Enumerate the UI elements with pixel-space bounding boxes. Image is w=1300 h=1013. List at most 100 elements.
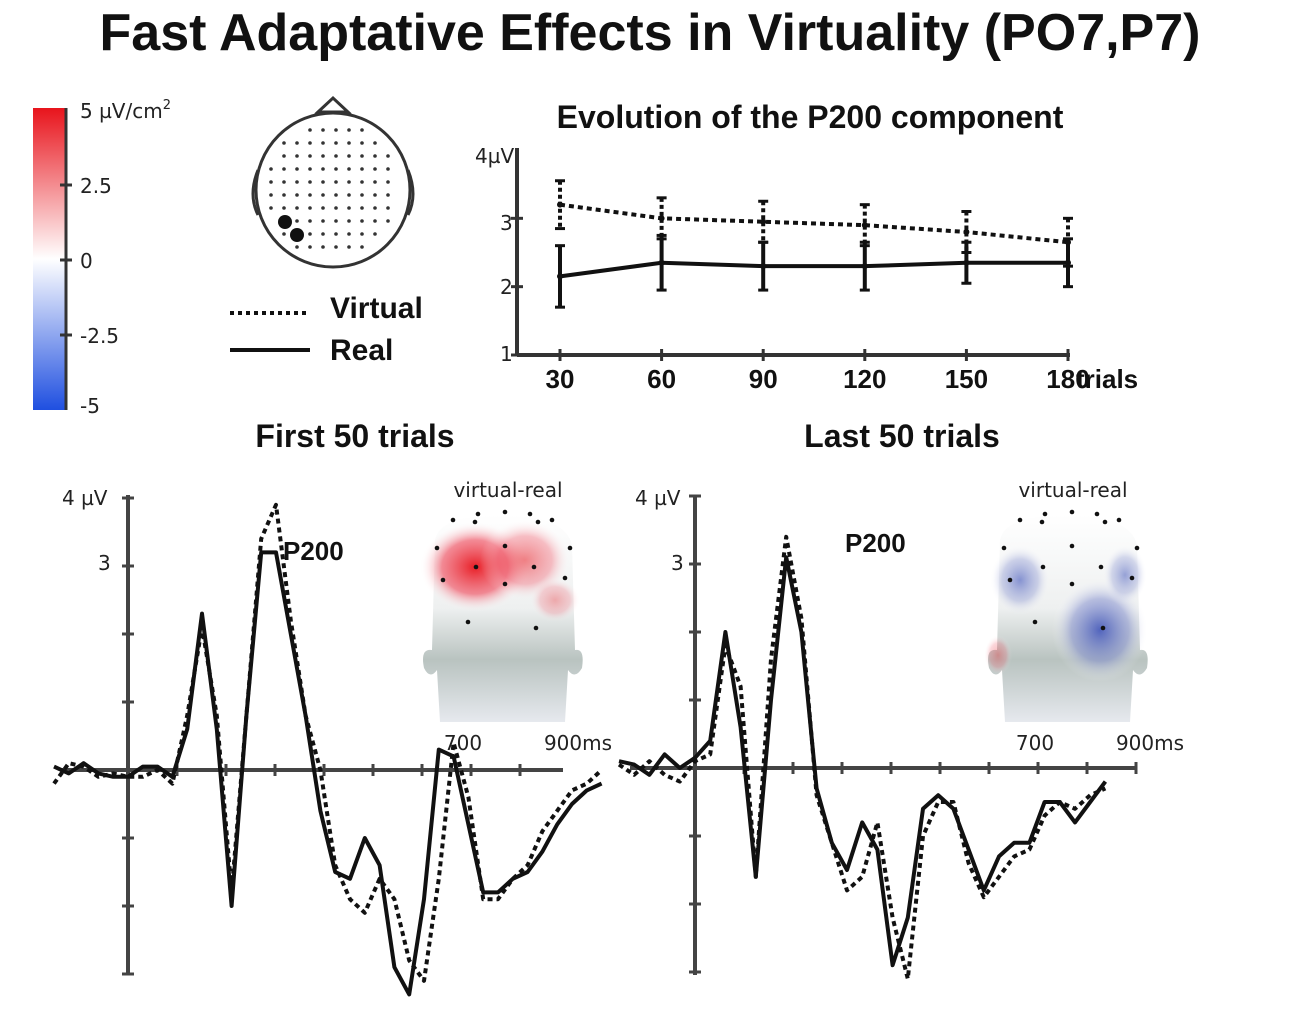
electrode-dot [360,141,364,145]
electrode-dot [321,167,325,171]
legend-real-label: Real [330,334,393,367]
colorbar-tick-label: 2.5 [80,174,112,198]
evo-x-tick-label: 150 [945,364,988,394]
electrode-dot [360,128,364,132]
inset-electrode-dot [549,517,555,523]
electrode-dot [360,206,364,210]
evo-y-tick-label: 1 [500,342,513,366]
electrode-dot [308,141,312,145]
evo-x-tick-label: 30 [546,364,575,394]
inset-electrode-dot [1116,517,1122,523]
inset-electrode-dot [531,564,537,570]
electrode-dot [295,141,299,145]
first-y-tick-label: 3 [98,551,111,575]
electrode-dot [360,180,364,184]
last-y-top-label: 4 µV [635,486,681,510]
electrode-dot [334,154,338,158]
electrode-dot [308,167,312,171]
electrode-dot [386,206,390,210]
electrode-dot [295,206,299,210]
first-x-tick-label: 700 [444,731,482,755]
electrode-dot [295,245,299,249]
evo-point-virtual [861,222,868,229]
legend: Virtual Real [230,292,423,367]
chart-last-50-trials: Last 50 trials 4 µV 3 P200 virtual-real … [617,418,1184,981]
electrode-dot [321,128,325,132]
evo-point-real [557,273,563,280]
electrode-dot [373,154,377,158]
electrode-dot [321,232,325,236]
chart-last-title: Last 50 trials [804,418,1000,454]
evo-series-virtual [559,202,1069,245]
electrode-dot [347,180,351,184]
inset-electrode-dot [440,577,446,583]
inset-electrode-dot [465,619,471,625]
inset-electrode-dot [1069,509,1075,515]
electrode-dot [282,206,286,210]
evo-y-tick-label: 3 [500,211,513,235]
last-topo-blue-area [1103,545,1147,605]
electrode-dots [269,128,390,249]
inset-electrode-dot [1069,581,1075,587]
electrode-dot [347,154,351,158]
electrode-dot [347,219,351,223]
electrode-dot [360,245,364,249]
figure-title: Fast Adaptative Effects in Virtuality (P… [100,4,1201,62]
last-topo-inset: virtual-real 700 900ms [984,478,1184,755]
inset-electrode-dot [527,511,533,517]
inset-electrode-dot [1017,517,1023,523]
first-topo-red-area [530,578,580,622]
electrode-dot [347,193,351,197]
inset-electrode-dot [1094,511,1100,517]
inset-electrode-dot [502,581,508,587]
first-y-top-label: 4 µV [62,486,108,510]
chart-first-50-trials: First 50 trials 4 µV 3 P200 virtual-real… [52,418,612,997]
last-y-tick-label: 3 [671,551,684,575]
electrode-dot [308,128,312,132]
last-x-tick-label: 700 [1016,731,1054,755]
electrode-dot [386,167,390,171]
inset-electrode-dot [1039,519,1045,525]
electrode-dot [334,193,338,197]
electrode-head-map [251,95,415,269]
evo-point-real [861,263,868,270]
evo-point-virtual [557,201,563,208]
inset-electrode-dot [475,511,481,517]
inset-electrode-dot [1069,543,1075,549]
electrode-dot [334,219,338,223]
evo-point-virtual [658,215,665,222]
electrode-dot [347,206,351,210]
evo-point-real [658,259,665,266]
electrode-dot [386,219,390,223]
chart-evolution-title: Evolution of the P200 component [557,99,1064,135]
last-topo-blue-area [990,545,1050,615]
electrode-dot [347,245,351,249]
electrode-dot [334,128,338,132]
inset-electrode-dot [1098,564,1104,570]
evo-x-tick-label: 180 [1046,364,1089,394]
last-inset-label: virtual-real [1018,478,1127,502]
electrode-dot [334,180,338,184]
electrode-dot [295,180,299,184]
inset-electrode-dot [1040,564,1046,570]
electrode-p7 [290,228,304,242]
evo-series-real [559,260,1068,279]
inset-electrode-dot [533,625,539,631]
electrode-dot [269,193,273,197]
first-topo-inset: virtual-real 700 900ms [420,478,612,755]
inset-electrode-dot [434,545,440,551]
electrode-dot [386,154,390,158]
inset-electrode-dot [562,575,568,581]
inset-electrode-dot [567,545,573,551]
electrode-dot [373,219,377,223]
electrode-dot [334,206,338,210]
electrode-dot [282,167,286,171]
electrode-dot [334,167,338,171]
evo-x-unit-label: trials [1076,364,1138,394]
evo-point-virtual [760,218,767,225]
electrode-dot [282,232,286,236]
electrode-dot [334,141,338,145]
first-x-tick-label: 900ms [544,731,612,755]
electrode-dot [360,232,364,236]
first-peak-label: P200 [283,536,344,566]
